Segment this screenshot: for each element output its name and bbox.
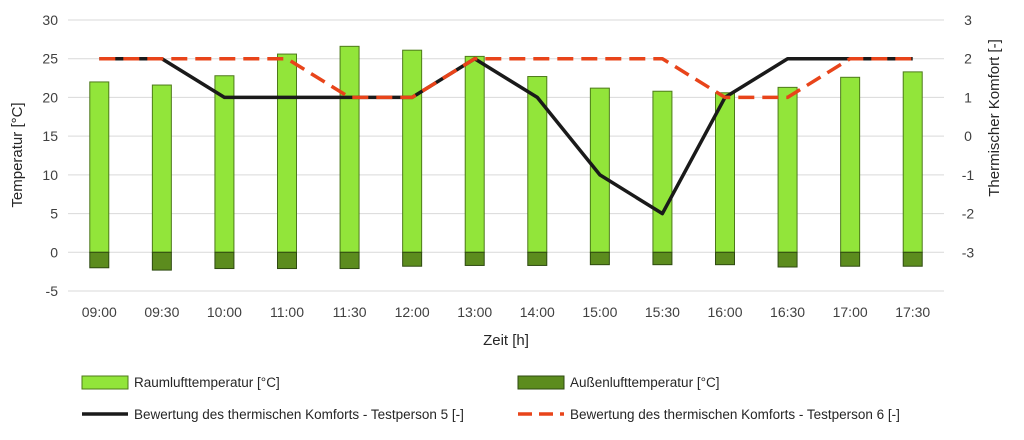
y-tick-label-left: 15 xyxy=(42,128,58,144)
y-tick-label-right: 0 xyxy=(964,128,972,144)
bar-aussenlufttemperatur xyxy=(527,251,548,266)
y-tick-label-left: 0 xyxy=(50,244,58,260)
x-tick-label: 09:30 xyxy=(144,304,179,320)
y-tick-label-right: -1 xyxy=(962,167,975,183)
y-tick-label-right: -3 xyxy=(962,244,975,260)
bar-aussenlufttemperatur xyxy=(902,251,923,267)
x-tick-label: 15:00 xyxy=(582,304,617,320)
legend-swatch-aussenluft xyxy=(517,375,565,390)
x-tick-label: 10:00 xyxy=(207,304,242,320)
bar-raumlufttemperatur xyxy=(277,53,297,253)
bar-aussenlufttemperatur xyxy=(777,251,798,268)
line-testperson-5 xyxy=(99,56,913,216)
bar-aussenlufttemperatur xyxy=(339,251,360,270)
x-tick-label: 15:30 xyxy=(645,304,680,320)
y-tick-label-left: 10 xyxy=(42,167,58,183)
bar-raumlufttemperatur xyxy=(89,81,110,253)
legend-label-raumluft: Raumlufttemperatur [°C] xyxy=(134,375,280,390)
x-tick-label: 14:00 xyxy=(520,304,555,320)
bar-raumlufttemperatur xyxy=(840,76,861,253)
y-axis-title-left: Temperatur [°C] xyxy=(9,102,26,207)
bar-raumlufttemperatur xyxy=(151,84,172,253)
bar-raumlufttemperatur xyxy=(902,71,923,253)
x-tick-label: 16:00 xyxy=(707,304,742,320)
bar-raumlufttemperatur xyxy=(402,49,423,253)
y-tick-label-left: 25 xyxy=(42,51,58,67)
bar-aussenlufttemperatur xyxy=(464,251,485,266)
bar-raumlufttemperatur xyxy=(339,45,360,253)
legend-label-testperson6: Bewertung des thermischen Komforts - Tes… xyxy=(570,407,900,422)
y-axis-title-right: Thermischer Komfort [-] xyxy=(986,39,1003,197)
y-tick-label-left: 30 xyxy=(42,12,58,28)
bar-raumlufttemperatur xyxy=(652,90,673,253)
x-tick-label: 16:30 xyxy=(770,304,805,320)
gridlines xyxy=(68,19,944,292)
line-testperson-6 xyxy=(99,56,913,100)
x-tick-label: 09:00 xyxy=(82,304,117,320)
y-tick-label-right: 2 xyxy=(964,51,972,67)
x-tick-label: 13:00 xyxy=(457,304,492,320)
x-tick-label: 17:00 xyxy=(833,304,868,320)
bar-raumlufttemperatur xyxy=(777,86,798,253)
legend-label-testperson5: Bewertung des thermischen Komforts - Tes… xyxy=(134,407,464,422)
bar-aussenlufttemperatur xyxy=(589,251,610,266)
bar-aussenlufttemperatur xyxy=(89,251,110,269)
axes: -5 0 5 10 15 20 25 30 -3 -2 -1 0 1 2 3 09:00 09:30 10:00 1… xyxy=(42,12,974,320)
bar-raumlufttemperatur xyxy=(464,55,485,253)
y-tick-label-right: 3 xyxy=(964,12,972,28)
bar-aussenlufttemperatur xyxy=(715,251,735,266)
x-tick-label: 11:30 xyxy=(333,304,367,320)
x-tick-label: 17:30 xyxy=(895,304,930,320)
lines xyxy=(99,56,913,216)
bar-raumlufttemperatur xyxy=(589,87,610,253)
bar-aussenlufttemperatur xyxy=(840,251,861,267)
x-tick-label: 12:00 xyxy=(395,304,430,320)
y-tick-label-right: -2 xyxy=(962,206,975,222)
y-tick-label-right: 1 xyxy=(964,89,972,105)
legend-swatch-raumluft xyxy=(81,375,129,390)
bar-raumlufttemperatur xyxy=(715,92,735,253)
bar-aussenlufttemperatur xyxy=(402,251,423,267)
y-tick-label-left: 5 xyxy=(50,206,58,222)
legend-label-aussenluft: Außenlufttemperatur [°C] xyxy=(570,375,719,390)
y-tick-label-left: 20 xyxy=(42,89,58,105)
bar-aussenlufttemperatur xyxy=(652,251,673,266)
bar-aussenlufttemperatur xyxy=(214,251,235,270)
bar-aussenlufttemperatur xyxy=(151,251,172,271)
x-axis-title: Zeit [h] xyxy=(483,332,529,349)
bar-raumlufttemperatur xyxy=(214,75,235,253)
bars xyxy=(89,45,923,271)
bar-aussenlufttemperatur xyxy=(277,251,297,270)
x-tick-label: 11:00 xyxy=(270,304,304,320)
y-tick-label-left: -5 xyxy=(46,283,59,299)
legend: Raumlufttemperatur [°C] Außenlufttempera… xyxy=(81,375,900,422)
